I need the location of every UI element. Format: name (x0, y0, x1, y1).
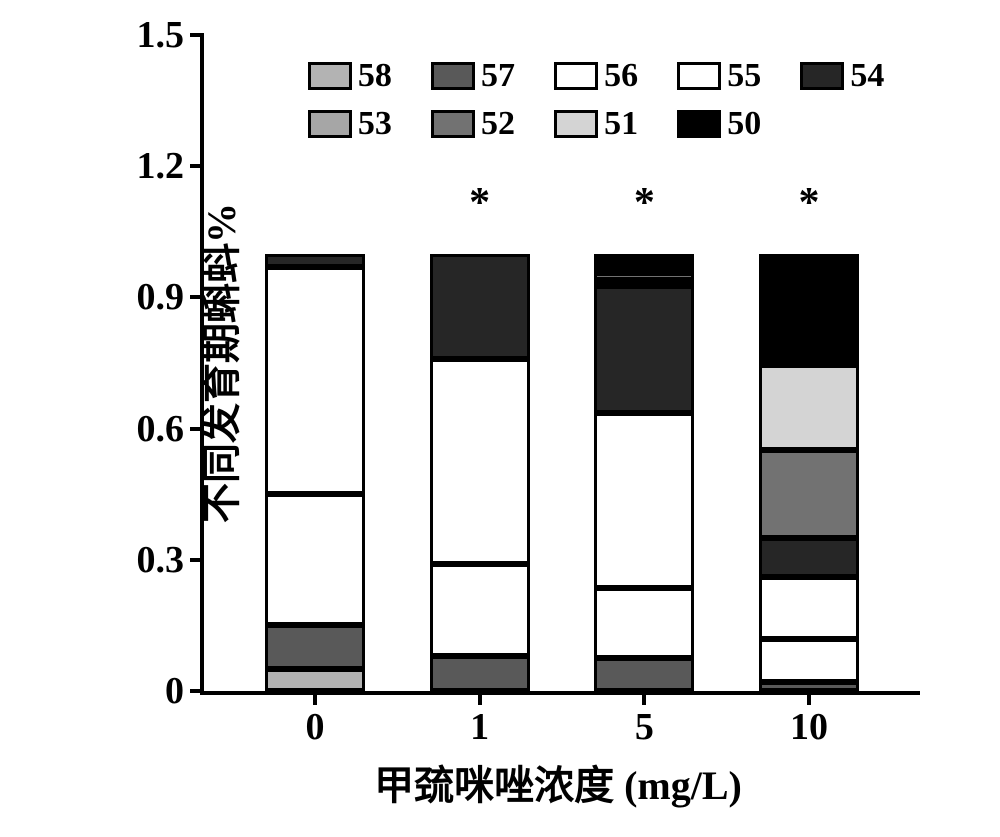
x-tick-label: 10 (790, 705, 828, 749)
bar-segment-56 (759, 639, 859, 683)
plot-area: 00.30.60.91.21.501*5*10*5857565554535251… (200, 35, 920, 695)
legend-swatch (308, 62, 352, 90)
bar-segment-55 (594, 413, 694, 588)
legend-label: 52 (481, 105, 515, 143)
significance-mark: * (469, 179, 490, 227)
legend-swatch (677, 110, 721, 138)
legend-item-51: 51 (554, 100, 638, 148)
bar-segment-58 (265, 669, 365, 691)
y-tick-label: 0.9 (137, 275, 185, 319)
bar-segment-57 (430, 656, 530, 691)
bar-segment-55 (430, 359, 530, 565)
legend-label: 53 (358, 105, 392, 143)
legend-label: 55 (727, 57, 761, 95)
legend-item-53: 53 (308, 100, 392, 148)
bar-segment-54 (265, 254, 365, 267)
bar-segment-53 (594, 280, 694, 287)
legend-item-57: 57 (431, 52, 515, 100)
y-tick-label: 0 (165, 669, 184, 713)
y-tick-label: 0.3 (137, 538, 185, 582)
bar-segment-57 (265, 625, 365, 669)
y-tick-label: 1.2 (137, 144, 185, 188)
legend-swatch (554, 62, 598, 90)
bar-segment-54 (594, 286, 694, 413)
bar-segment-54 (430, 254, 530, 359)
bar-segment-50 (759, 254, 859, 366)
x-tick-label: 5 (635, 705, 654, 749)
legend-swatch (431, 110, 475, 138)
y-tick (190, 33, 204, 37)
y-tick (190, 164, 204, 168)
legend-label: 58 (358, 57, 392, 95)
legend-label: 51 (604, 105, 638, 143)
bar-segment-57 (759, 682, 859, 691)
legend-label: 56 (604, 57, 638, 95)
legend-label: 50 (727, 105, 761, 143)
x-axis-title: 甲巯咪唑浓度 (mg/L) (374, 753, 742, 811)
stacked-bar (265, 254, 365, 691)
legend-swatch (554, 110, 598, 138)
legend: 58 57 56 55 54 53 52 51 50 (308, 52, 924, 148)
significance-mark: * (634, 179, 655, 227)
bar-segment-52 (759, 450, 859, 537)
significance-mark: * (799, 179, 820, 227)
legend-label: 54 (850, 57, 884, 95)
stacked-bar (594, 254, 694, 691)
legend-item-54: 54 (800, 52, 884, 100)
bar-segment-55 (265, 267, 365, 494)
x-tick (313, 691, 317, 705)
bar-segment-55 (759, 577, 859, 638)
legend-item-58: 58 (308, 52, 392, 100)
stacked-bar (430, 254, 530, 691)
legend-item-52: 52 (431, 100, 515, 148)
x-tick (642, 691, 646, 705)
y-tick (190, 558, 204, 562)
bar-segment-56 (594, 588, 694, 658)
y-tick (190, 689, 204, 693)
legend-item-50: 50 (677, 100, 761, 148)
y-axis-title: 不同发育期蝌蚪% (189, 203, 247, 523)
x-tick-label: 1 (470, 705, 489, 749)
bar-segment-51 (759, 365, 859, 450)
bar-segment-52 (594, 273, 694, 280)
legend-swatch (308, 110, 352, 138)
x-tick (478, 691, 482, 705)
legend-swatch (800, 62, 844, 90)
legend-swatch (677, 62, 721, 90)
bar-segment-54 (759, 538, 859, 577)
stacked-bar (759, 254, 859, 691)
x-tick (807, 691, 811, 705)
bar-segment-57 (594, 658, 694, 691)
legend-swatch (431, 62, 475, 90)
legend-label: 57 (481, 57, 515, 95)
bar-segment-50 (594, 254, 694, 274)
bar-segment-56 (265, 494, 365, 625)
legend-item-56: 56 (554, 52, 638, 100)
y-tick-label: 1.5 (137, 13, 185, 57)
chart-container: 0 0.3 0.6 0.9 1.2 1.5 0 1 * 5 * 10 * 58 57 56 55 54 53 52 51… (40, 15, 960, 822)
legend-item-55: 55 (677, 52, 761, 100)
x-tick-label: 0 (305, 705, 324, 749)
bar-segment-56 (430, 564, 530, 656)
y-tick-label: 0.6 (137, 407, 185, 451)
